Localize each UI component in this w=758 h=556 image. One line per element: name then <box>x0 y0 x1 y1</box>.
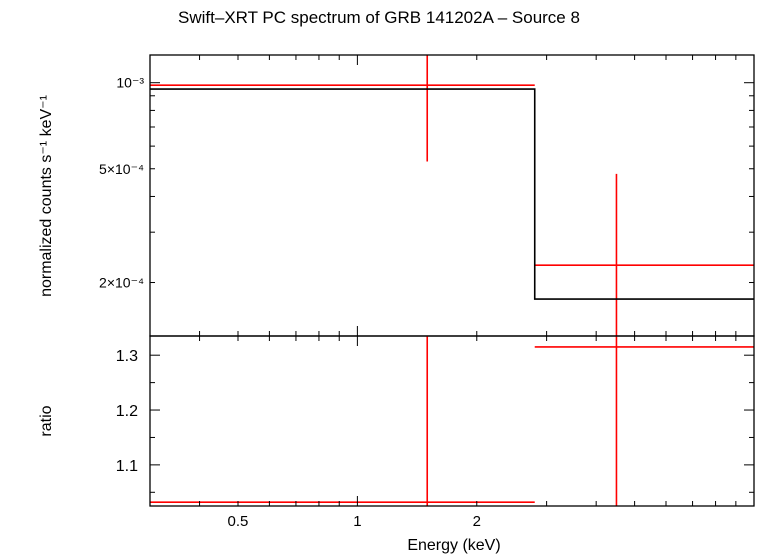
y-tick-label: 1.3 <box>116 348 138 365</box>
model-step-line <box>150 88 754 300</box>
y-axis-label-spectrum: normalized counts s⁻¹ keV⁻¹ <box>38 95 55 297</box>
data-point <box>534 173 754 336</box>
x-tick-label: 0.5 <box>228 513 249 530</box>
data-point <box>150 55 535 162</box>
y-axis-label-ratio: ratio <box>38 405 55 436</box>
data-point <box>534 336 754 506</box>
x-axis-label: Energy (keV) <box>407 537 500 554</box>
y-tick-label: 10⁻³ <box>116 75 144 91</box>
chart-title: Swift–XRT PC spectrum of GRB 141202A – S… <box>178 8 580 27</box>
plot-frame <box>149 335 755 507</box>
y-tick-label: 5×10⁻⁴ <box>99 161 144 177</box>
y-tick-label: 1.1 <box>116 458 138 475</box>
data-point <box>150 336 535 506</box>
spectrum-panel: 10⁻³ 5×10⁻⁴ 2×10⁻⁴ <box>99 54 755 337</box>
ratio-panel: 0.5 1 2 1.1 1.2 1.3 <box>116 335 755 530</box>
plot-frame <box>149 54 755 337</box>
y-tick-label: 2×10⁻⁴ <box>99 275 144 291</box>
x-tick-label: 2 <box>473 513 481 530</box>
y-tick-label: 1.2 <box>116 403 138 420</box>
x-tick-label: 1 <box>353 513 361 530</box>
